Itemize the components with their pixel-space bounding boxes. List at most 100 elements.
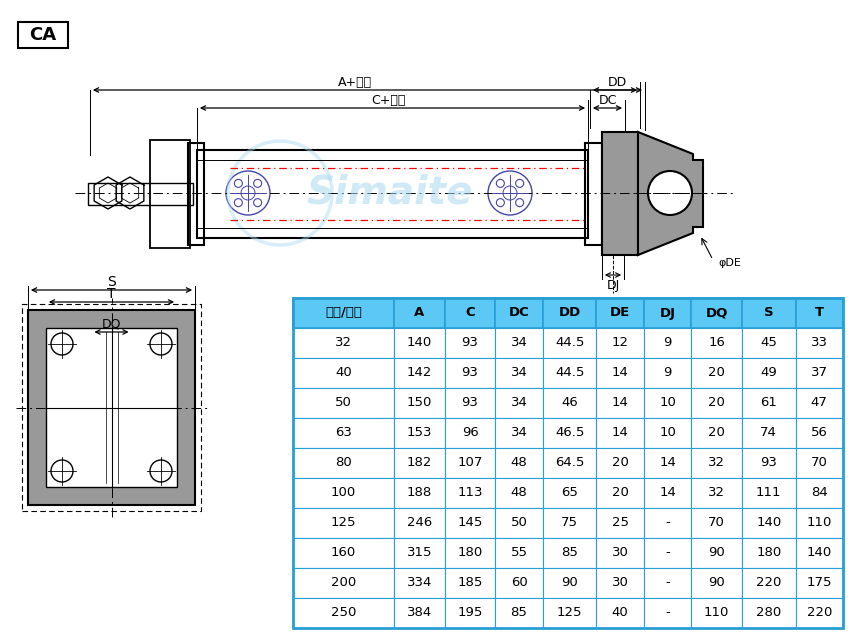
Bar: [543, 388, 596, 418]
Text: 10: 10: [659, 427, 676, 439]
Bar: [644, 448, 691, 478]
Text: 246: 246: [406, 516, 432, 530]
Text: 63: 63: [335, 427, 352, 439]
Text: 84: 84: [811, 487, 827, 499]
Bar: [445, 358, 495, 388]
Bar: [644, 568, 691, 598]
Bar: [596, 508, 644, 538]
Text: 34: 34: [510, 396, 527, 410]
Text: 44.5: 44.5: [555, 336, 584, 350]
Text: 80: 80: [335, 457, 352, 469]
Text: Simaite: Simaite: [307, 174, 473, 212]
Bar: [22, 304, 201, 511]
Bar: [293, 328, 394, 358]
Text: 32: 32: [708, 457, 725, 469]
Bar: [796, 298, 843, 328]
Text: 30: 30: [612, 576, 629, 590]
Bar: [691, 358, 742, 388]
Text: 315: 315: [406, 546, 432, 560]
Bar: [596, 448, 644, 478]
Circle shape: [648, 171, 692, 215]
Bar: [644, 328, 691, 358]
Bar: [596, 328, 644, 358]
Bar: [88, 183, 193, 205]
Bar: [293, 358, 394, 388]
Bar: [495, 358, 543, 388]
Bar: [394, 538, 445, 568]
Bar: [543, 568, 596, 598]
Text: 140: 140: [406, 336, 432, 350]
Bar: [644, 388, 691, 418]
Text: 220: 220: [756, 576, 781, 590]
Text: -: -: [665, 546, 670, 560]
Bar: [742, 478, 796, 508]
Text: S: S: [764, 307, 774, 319]
Bar: [691, 418, 742, 448]
Text: 93: 93: [462, 396, 479, 410]
Bar: [293, 478, 394, 508]
Bar: [543, 598, 596, 628]
Text: 200: 200: [331, 576, 356, 590]
Bar: [293, 598, 394, 628]
Text: 40: 40: [335, 366, 352, 380]
Bar: [495, 598, 543, 628]
Text: 20: 20: [708, 366, 725, 380]
Bar: [742, 568, 796, 598]
Bar: [796, 598, 843, 628]
Text: 140: 140: [807, 546, 832, 560]
Bar: [445, 418, 495, 448]
Text: 30: 30: [612, 546, 629, 560]
Bar: [394, 478, 445, 508]
Bar: [644, 358, 691, 388]
Bar: [596, 568, 644, 598]
Text: 150: 150: [406, 396, 432, 410]
Bar: [644, 538, 691, 568]
Bar: [28, 310, 195, 505]
Text: DQ: DQ: [705, 307, 728, 319]
Bar: [188, 143, 204, 245]
Bar: [742, 418, 796, 448]
Bar: [293, 448, 394, 478]
Text: 14: 14: [612, 366, 629, 380]
Bar: [394, 598, 445, 628]
Text: 280: 280: [756, 607, 781, 619]
Text: 20: 20: [612, 487, 629, 499]
Text: 47: 47: [811, 396, 828, 410]
Text: 64.5: 64.5: [555, 457, 584, 469]
Bar: [691, 478, 742, 508]
Bar: [543, 418, 596, 448]
Text: 45: 45: [760, 336, 777, 350]
Text: 65: 65: [561, 487, 578, 499]
Text: 16: 16: [708, 336, 725, 350]
Bar: [543, 328, 596, 358]
Text: 100: 100: [331, 487, 356, 499]
Polygon shape: [638, 132, 703, 255]
Circle shape: [150, 460, 172, 482]
Text: DJ: DJ: [607, 279, 619, 291]
Text: 56: 56: [811, 427, 828, 439]
Bar: [585, 143, 602, 245]
Text: 384: 384: [406, 607, 432, 619]
Bar: [445, 328, 495, 358]
Text: DC: DC: [599, 93, 617, 106]
Text: 25: 25: [612, 516, 629, 530]
Bar: [691, 598, 742, 628]
Text: 34: 34: [510, 336, 527, 350]
Text: DQ: DQ: [101, 317, 121, 331]
Text: 74: 74: [760, 427, 777, 439]
Text: 内径/符号: 内径/符号: [325, 307, 362, 319]
Bar: [691, 328, 742, 358]
Text: 32: 32: [335, 336, 352, 350]
Bar: [445, 598, 495, 628]
Text: 12: 12: [612, 336, 629, 350]
Text: T: T: [107, 287, 116, 301]
Bar: [596, 358, 644, 388]
Bar: [742, 388, 796, 418]
Text: 140: 140: [756, 516, 781, 530]
Bar: [150, 140, 190, 248]
Bar: [495, 418, 543, 448]
Text: -: -: [665, 607, 670, 619]
Text: C: C: [465, 307, 475, 319]
Text: 48: 48: [510, 487, 527, 499]
Text: 60: 60: [510, 576, 527, 590]
